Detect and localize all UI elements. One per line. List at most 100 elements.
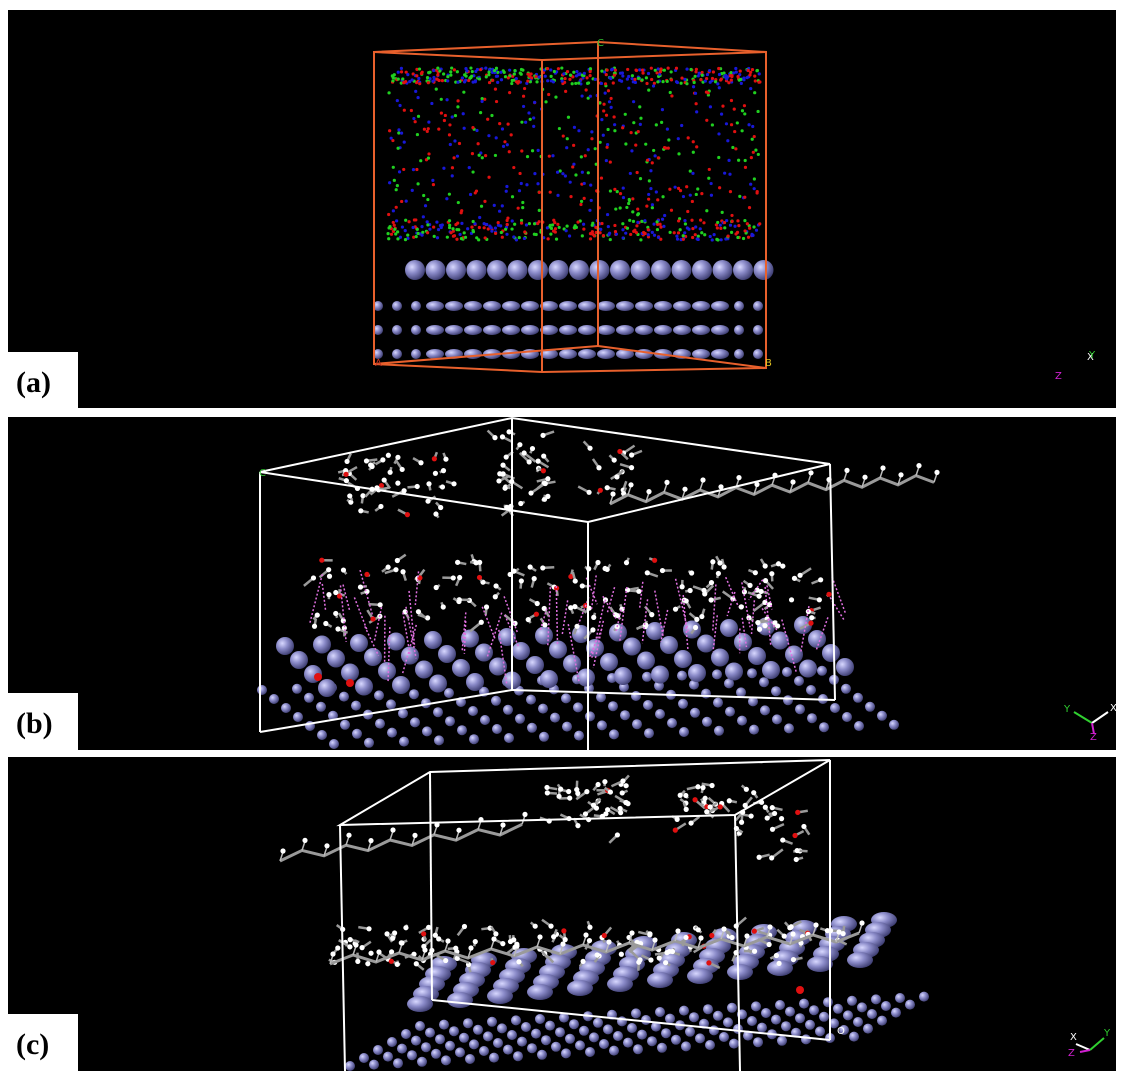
molecule-atom (590, 137, 593, 140)
atom (452, 659, 470, 677)
atom (393, 1058, 403, 1068)
hydrogen (400, 467, 405, 472)
hydrogen (721, 564, 726, 569)
molecule-atom (647, 233, 650, 236)
hydrogen (898, 472, 903, 477)
hydrogen (587, 446, 592, 451)
molecule-atom (386, 232, 389, 235)
molecule-atom (428, 228, 431, 231)
molecule-atom (692, 151, 695, 154)
molecule-atom (515, 238, 518, 241)
molecule-atom (651, 206, 654, 209)
atom (369, 1060, 379, 1070)
atom (435, 1034, 445, 1044)
molecule-atom (662, 225, 665, 228)
molecule-atom (403, 141, 406, 144)
molecule-atom (506, 217, 509, 220)
molecule-atom (526, 73, 529, 76)
molecule-atom (613, 188, 616, 191)
atom (863, 1024, 873, 1034)
hydrogen (836, 929, 841, 934)
molecule-atom (410, 109, 413, 112)
molecule-atom (520, 149, 523, 152)
molecule-atom (637, 130, 640, 133)
molecule-atom (440, 98, 443, 101)
molecule-atom (587, 148, 590, 151)
molecule-atom (695, 193, 698, 196)
molecule-atom (431, 80, 434, 83)
molecule-atom (494, 232, 497, 235)
molecule-atom (621, 71, 624, 74)
hydrogen (716, 571, 721, 576)
molecule-atom (677, 219, 680, 222)
molecule-atom (637, 77, 640, 80)
molecule-atom (729, 190, 732, 193)
atom (695, 1033, 705, 1043)
atom (444, 688, 454, 698)
molecule-atom (648, 179, 651, 182)
atom (714, 726, 724, 736)
hydrogen (615, 832, 620, 837)
hydrogen (403, 925, 408, 930)
atom (578, 325, 596, 335)
molecule-atom (448, 224, 451, 227)
atom (538, 704, 548, 714)
molecule-atom (484, 67, 487, 70)
molecule-atom (393, 228, 396, 231)
atom (753, 1037, 763, 1047)
molecule-atom (420, 225, 423, 228)
molecule-atom (627, 202, 630, 205)
atom (725, 663, 743, 681)
molecule-atom (448, 133, 451, 136)
hydrogen (688, 588, 693, 593)
atom (817, 666, 827, 676)
molecule-atom (462, 112, 465, 115)
molecule-atom (388, 225, 391, 228)
molecule-atom (636, 213, 639, 216)
atom (822, 644, 840, 662)
hydrogen (522, 812, 527, 817)
hydrogen (526, 617, 531, 622)
atom (555, 1027, 565, 1037)
hydrogen (795, 848, 800, 853)
molecule-atom (726, 139, 729, 142)
hydrogen (358, 508, 363, 513)
molecule-atom (673, 231, 676, 234)
molecule-atom (572, 71, 575, 74)
molecule-atom (400, 70, 403, 73)
molecule-atom (419, 159, 422, 162)
hydrogen (574, 624, 579, 629)
molecule-atom (689, 194, 692, 197)
cell-label: O (837, 1026, 845, 1037)
atom (411, 1036, 421, 1046)
molecule-atom (683, 78, 686, 81)
molecule-atom (600, 222, 603, 225)
molecule-atom (513, 223, 516, 226)
molecule-atom (657, 67, 660, 70)
hydrogen (385, 565, 390, 570)
hydrogen (683, 935, 688, 940)
hydrogen (619, 952, 624, 957)
hydrogen (412, 833, 417, 838)
hydrogen (696, 927, 701, 932)
molecule-atom (484, 154, 487, 157)
molecule-atom (422, 215, 425, 218)
molecule-atom (485, 223, 488, 226)
atom (340, 720, 350, 730)
atom (567, 980, 593, 996)
atom (492, 724, 502, 734)
atom (446, 260, 466, 280)
molecule-atom (499, 71, 502, 74)
hydrogen (422, 947, 427, 952)
molecule-atom (691, 200, 694, 203)
molecule-atom (416, 228, 419, 231)
hydrogen (689, 570, 694, 575)
hydrogen (335, 945, 340, 950)
hydrogen (348, 937, 353, 942)
hydrogen (729, 935, 734, 940)
molecule-atom (426, 220, 429, 223)
hydrogen (502, 486, 507, 491)
atom (673, 325, 691, 335)
molecule-atom (579, 203, 582, 206)
atom (679, 1006, 689, 1016)
